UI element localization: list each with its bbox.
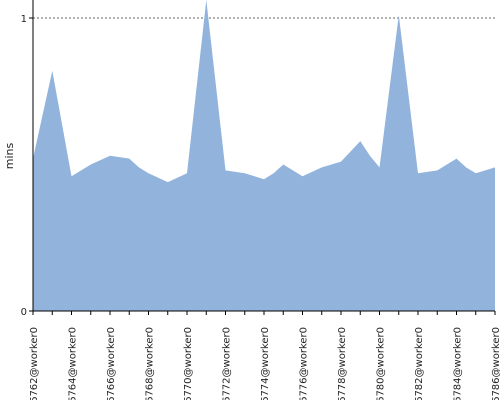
y-axis-label: mins — [3, 142, 16, 169]
x-tick-label: #6762@worker0 — [29, 327, 40, 400]
x-tick-label: #6786@worker0 — [491, 327, 500, 400]
x-tick-label: #6772@worker0 — [222, 327, 233, 400]
x-tick-label: #6780@worker0 — [376, 327, 387, 400]
y-tick-label-0: 0 — [21, 307, 27, 318]
x-tick-label: #6764@worker0 — [68, 327, 79, 400]
x-tick-label: #6784@worker0 — [453, 327, 464, 400]
x-tick-label: #6778@worker0 — [337, 327, 348, 400]
x-tick-label: #6782@worker0 — [414, 327, 425, 400]
x-tick-label: #6768@worker0 — [145, 327, 156, 400]
series-area — [33, 0, 495, 311]
x-tick-label: #6770@worker0 — [183, 327, 194, 400]
x-tick-group: #6762@worker0 #6764@worker0 #6766@worker0 #… — [29, 311, 500, 400]
y-tick-label-1: 1 — [21, 14, 27, 25]
x-tick-label: #6776@worker0 — [299, 327, 310, 400]
x-tick-label: #6766@worker0 — [106, 327, 117, 400]
x-tick-label: #6774@worker0 — [260, 327, 271, 400]
